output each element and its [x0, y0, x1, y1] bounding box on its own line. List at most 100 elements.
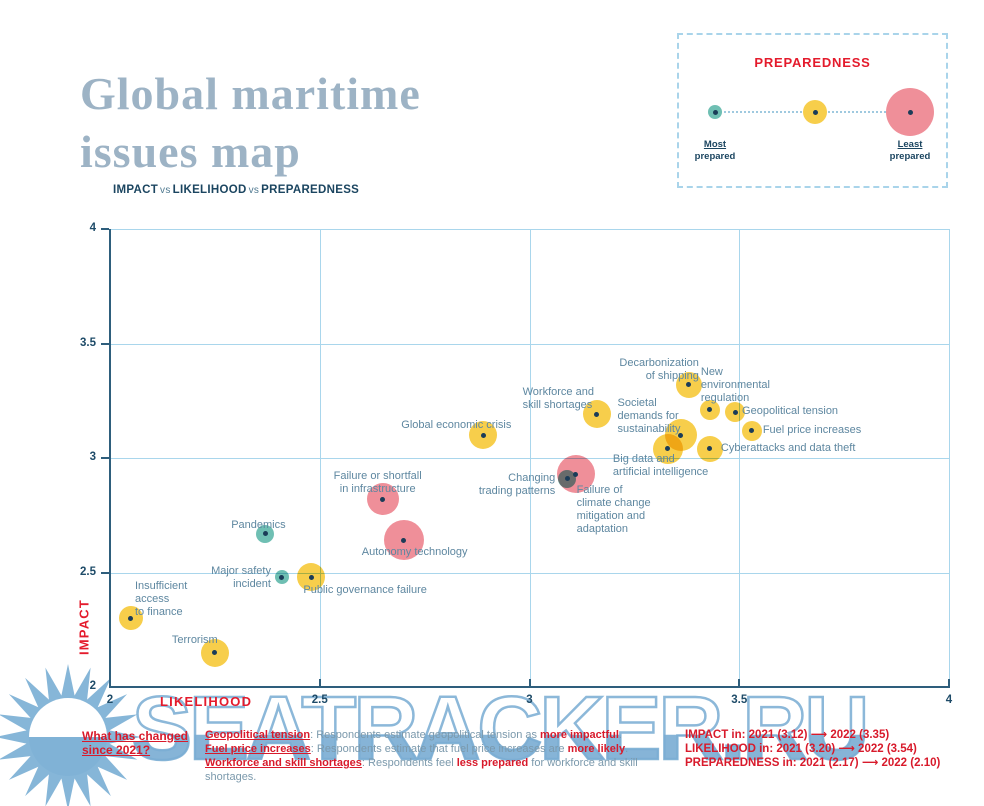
- footnote-question-line2: since 2021?: [82, 743, 151, 757]
- gridline-y-3.5: [110, 343, 949, 345]
- subtitle-preparedness: PREPAREDNESS: [261, 184, 360, 196]
- y-tick-4: [101, 228, 109, 230]
- legend-circle-dot-most: [712, 109, 718, 115]
- x-tick-label-3.5: 3.5: [731, 694, 748, 706]
- footnote-item-2-key: Fuel price increases: [205, 743, 311, 755]
- bubble-dot-failure-of-climate-change-mitigation-and-adaptation: [573, 471, 579, 477]
- chart-subtitle: IMPACT vs LIKELIHOOD vs PREPAREDNESS: [113, 184, 359, 196]
- bubble-dot-big-data-and-artificial-intelligence: [665, 446, 671, 452]
- subtitle-vs1: vs: [160, 185, 171, 196]
- subtitle-impact: IMPACT: [113, 184, 159, 196]
- footnote-item-3-end: for workforce and skill shortages.: [205, 757, 638, 783]
- footnote-item-1-end: .: [618, 729, 622, 741]
- footnote-question: What has changed since 2021?: [82, 729, 212, 757]
- footnote-stat-3: PREPAREDNESS in: 2021 (2.17) ⟶ 2022 (2.1…: [685, 757, 941, 769]
- bubble-dot-global-economic-crisis: [480, 432, 486, 438]
- legend-bubble-scale: [679, 35, 946, 186]
- footnote-item-1-em: more impactful: [540, 729, 619, 741]
- footnote-item-1-key: Geopolitical tension: [205, 729, 311, 741]
- footnote-item-1: Geopolitical tension: Respondents estima…: [205, 728, 675, 742]
- gridline-y-2.5: [110, 572, 949, 574]
- footnote-stats: IMPACT in: 2021 (3.12) ⟶ 2022 (3.35) LIKE…: [685, 728, 980, 770]
- bubble-label-new-environmental-regulation: New environmental regulation: [700, 365, 770, 404]
- page-title-line1: Global maritime: [80, 67, 421, 119]
- bubble-label-pandemics: Pandemics: [231, 518, 286, 531]
- footnote-question-line1: What has changed: [82, 729, 189, 743]
- y-tick-label-3: 3: [89, 451, 96, 463]
- bubble-label-changing-trading-patterns: Changing trading patterns: [478, 471, 556, 497]
- footnote-item-2-end: .: [625, 743, 629, 755]
- page-title-line2: issues map: [80, 125, 301, 177]
- footnote-item-2-em: more likely: [567, 743, 626, 755]
- footnote-item-3-mid: : Respondents feel: [361, 757, 457, 769]
- x-axis-line: [109, 686, 950, 688]
- x-tick-label-2.5: 2.5: [311, 694, 328, 706]
- subtitle-vs2: vs: [248, 185, 260, 196]
- bubble-dot-decarbonization-of-shipping: [686, 382, 692, 388]
- bubble-label-failure-of-climate-change-mitigation-and-adaptation: Failure of climate change mitigation and…: [576, 484, 651, 536]
- bubble-label-societal-demands-for-sustainability: Societal demands for sustainability: [617, 397, 681, 436]
- bubble-dot-major-safety-incident: [279, 574, 285, 580]
- legend-circle-dot-least: [907, 109, 913, 115]
- x-tick-2: [109, 679, 111, 687]
- legend-most-word2: prepared: [694, 150, 736, 162]
- footnote-item-2-mid: : Respondents estimate that fuel price i…: [310, 743, 568, 755]
- legend-most-word: Most: [703, 139, 727, 150]
- x-tick-label-2: 2: [106, 694, 114, 706]
- x-tick-label-3: 3: [526, 694, 533, 706]
- bubble-dot-cyberattacks-and-data-theft: [707, 446, 713, 452]
- y-tick-label-3.5: 3.5: [80, 336, 96, 349]
- y-tick-label-4: 4: [89, 222, 96, 234]
- y-axis-line: [109, 229, 111, 688]
- legend-least-word2: prepared: [889, 150, 931, 162]
- bubble-dot-workforce-and-skill-shortages: [594, 411, 600, 417]
- x-tick-3.5: [738, 679, 741, 687]
- footnote-item-3-key: Workforce and skill shortages: [205, 757, 362, 769]
- preparedness-legend: PREPAREDNESS Most prepared Least prepared: [677, 33, 948, 188]
- footnote-item-2: Fuel price increases: Respondents estima…: [205, 742, 675, 756]
- bubble-label-cyberattacks-and-data-theft: Cyberattacks and data theft: [720, 441, 856, 454]
- footnote-item-1-mid: : Respondents estimate geopolitical tens…: [310, 729, 541, 741]
- legend-circle-dot-mid: [812, 109, 818, 115]
- bubble-dot-failure-or-shortfall-in-infrastructure: [380, 496, 386, 502]
- bubble-dot-public-governance-failure: [308, 574, 314, 580]
- legend-least-word: Least: [897, 139, 923, 150]
- bubble-dot-societal-demands-for-sustainability: [678, 432, 684, 438]
- bubble-dot-pandemics: [262, 531, 268, 537]
- y-tick-label-2.5: 2.5: [80, 565, 96, 578]
- x-axis-title: LIKELIHOOD: [160, 694, 253, 709]
- bubble-label-autonomy-technology: Autonomy technology: [361, 546, 468, 559]
- bubble-dot-terrorism: [212, 650, 218, 656]
- x-tick-2.5: [318, 679, 321, 687]
- page-title: Global maritime issues map: [80, 65, 421, 181]
- bubble-dot-new-environmental-regulation: [707, 407, 713, 413]
- bubble-label-terrorism: Terrorism: [171, 633, 218, 646]
- bubble-label-failure-or-shortfall-in-infrastructure: Failure or shortfall in infrastructure: [333, 470, 422, 496]
- bubble-dot-autonomy-technology: [401, 537, 407, 543]
- bubble-label-major-safety-incident: Major safety incident: [211, 565, 271, 591]
- bubble-label-workforce-and-skill-shortages: Workforce and skill shortages: [522, 386, 594, 412]
- bubble-label-geopolitical-tension: Geopolitical tension: [742, 405, 839, 418]
- x-tick-4: [948, 679, 950, 687]
- bubble-label-big-data-and-artificial-intelligence: Big data and artificial intelligence: [612, 452, 709, 478]
- bubble-label-decarbonization-of-shipping: Decarbonization of shipping: [619, 356, 699, 382]
- legend-title: PREPAREDNESS: [754, 55, 871, 70]
- gridline-y-3: [110, 458, 949, 459]
- x-tick-3: [528, 679, 531, 687]
- legend-most-prepared-label: Most prepared: [670, 139, 760, 163]
- bubble-label-global-economic-crisis: Global economic crisis: [401, 419, 512, 432]
- footnote-item-3: Workforce and skill shortages: Responden…: [205, 756, 675, 784]
- footnote-stat-2: LIKELIHOOD in: 2021 (3.20) ⟶ 2022 (3.54): [685, 743, 917, 755]
- footnote-items: Geopolitical tension: Respondents estima…: [205, 728, 675, 784]
- gridline-x-4: [949, 229, 950, 687]
- y-tick-label-2: 2: [89, 680, 96, 692]
- y-tick-3: [101, 457, 109, 459]
- bubble-label-fuel-price-increases: Fuel price increases: [762, 423, 862, 436]
- y-tick-2.5: [101, 571, 109, 574]
- bubble-dot-fuel-price-increases: [749, 428, 755, 434]
- bubble-label-insufficient-access-to-finance: Insufficient access to finance: [134, 580, 188, 619]
- bubble-label-public-governance-failure: Public governance failure: [303, 584, 427, 597]
- bubble-dot-geopolitical-tension: [732, 409, 738, 415]
